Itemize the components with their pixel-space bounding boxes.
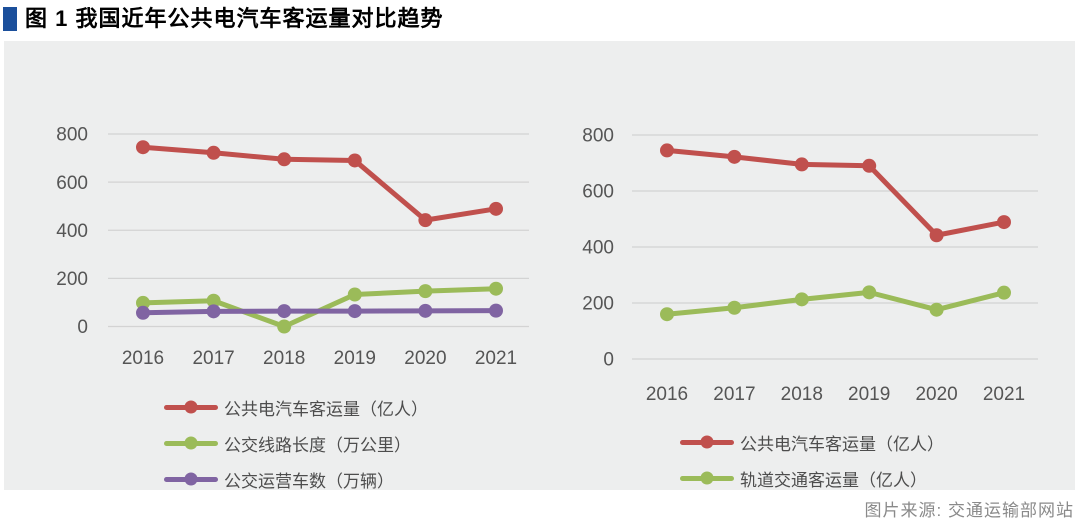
data-point — [206, 304, 221, 319]
left-line-chart: 0 200 400 600 800 2016 2017 2018 2019 2020 2021 — [56, 125, 529, 369]
legend-line-swatch — [680, 471, 734, 485]
data-point — [862, 158, 877, 173]
legend-dot-icon — [184, 472, 198, 486]
data-point — [277, 152, 292, 167]
data-point — [727, 300, 742, 315]
data-point — [727, 149, 742, 164]
title-marker-icon — [3, 7, 17, 31]
x-axis-label: 2021 — [475, 348, 517, 369]
x-axis-label: 2017 — [713, 384, 755, 405]
x-axis-label: 2019 — [334, 348, 376, 369]
data-point — [997, 285, 1011, 300]
legend-label: 公交运营车数（万辆） — [224, 471, 394, 491]
data-point — [418, 213, 433, 228]
x-axis-label: 2021 — [983, 384, 1025, 405]
data-point — [489, 281, 503, 296]
y-tick-label: 400 — [582, 238, 614, 259]
y-tick-label: 0 — [77, 317, 88, 338]
data-point — [862, 285, 877, 300]
data-point — [206, 145, 221, 160]
data-point — [136, 305, 150, 320]
data-point — [418, 303, 433, 318]
legend-item: 轨道交通客运量（亿人） — [680, 466, 944, 490]
legend-label: 公交线路长度（万公里） — [224, 435, 411, 455]
legend-item: 公共电汽车客运量（亿人） — [680, 430, 944, 454]
x-axis-label: 2018 — [263, 348, 305, 369]
legend-line-swatch — [164, 400, 218, 414]
data-point — [489, 303, 503, 318]
y-tick-label: 600 — [582, 182, 614, 203]
figure-title: 图 1 我国近年公共电汽车客运量对比趋势 — [25, 6, 444, 31]
data-point — [136, 140, 150, 155]
legend-item: 公交线路长度（万公里） — [164, 431, 428, 455]
figure-title-bar: 图 1 我国近年公共电汽车客运量对比趋势 — [3, 5, 443, 33]
y-tick-label: 800 — [582, 126, 614, 147]
data-point — [929, 228, 944, 243]
legend-line-swatch — [164, 436, 218, 450]
data-point — [206, 293, 221, 308]
x-axis-label: 2018 — [781, 384, 823, 405]
legend-item: 公交运营车数（万辆） — [164, 467, 428, 491]
legend-dot-icon — [700, 471, 714, 485]
x-axis-label: 2020 — [915, 384, 957, 405]
y-tick-label: 200 — [582, 294, 614, 315]
data-point — [347, 304, 362, 319]
x-axis-label: 2016 — [122, 348, 164, 369]
y-tick-label: 600 — [56, 173, 88, 194]
data-point — [347, 287, 362, 302]
data-point — [136, 295, 150, 310]
legend-dot-icon — [700, 435, 714, 449]
x-axis-label: 2020 — [404, 348, 446, 369]
legend-line-swatch — [164, 472, 218, 486]
data-point — [794, 157, 809, 172]
legend-label: 轨道交通客运量（亿人） — [740, 470, 927, 490]
data-point — [489, 201, 503, 216]
x-axis-label: 2016 — [646, 384, 688, 405]
legend-line-swatch — [680, 435, 734, 449]
right-chart-legend: 公共电汽车客运量（亿人） 轨道交通客运量（亿人） — [680, 430, 944, 502]
chart-panel: 0 200 400 600 800 2016 2017 2018 2019 2020 2021 0 2… — [4, 41, 1075, 491]
legend-item: 公共电汽车客运量（亿人） — [164, 395, 428, 419]
y-tick-label: 200 — [56, 269, 88, 290]
series-line — [664, 147, 1007, 238]
data-point — [418, 284, 433, 299]
x-axis-label: 2017 — [192, 348, 234, 369]
y-tick-label: 800 — [56, 125, 88, 146]
x-axis-label: 2019 — [848, 384, 890, 405]
series-line — [140, 286, 499, 329]
series-line — [140, 308, 499, 316]
data-point — [660, 143, 674, 158]
data-point — [277, 319, 292, 334]
data-point — [347, 153, 362, 168]
y-tick-label: 0 — [603, 350, 614, 371]
data-point — [277, 304, 292, 319]
right-line-chart: 0 200 400 600 800 2016 2017 2018 2019 2020 2021 — [582, 126, 1038, 405]
legend-label: 公共电汽车客运量（亿人） — [224, 399, 428, 419]
left-chart-legend: 公共电汽车客运量（亿人） 公交线路长度（万公里） 公交运营车数（万辆） — [164, 395, 428, 503]
y-tick-label: 400 — [56, 221, 88, 242]
data-point — [660, 307, 674, 322]
legend-label: 公共电汽车客运量（亿人） — [740, 434, 944, 454]
data-point — [997, 215, 1011, 230]
legend-dot-icon — [184, 436, 198, 450]
series-line — [140, 144, 499, 223]
series-line — [664, 289, 1007, 317]
data-point — [794, 292, 809, 307]
legend-dot-icon — [184, 400, 198, 414]
source-note: 图片来源: 交通运输部网站 — [864, 501, 1074, 520]
data-point — [929, 302, 944, 317]
